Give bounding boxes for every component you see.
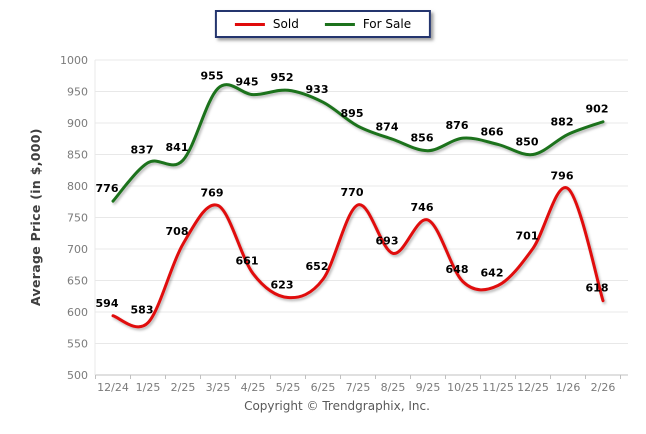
sold-data-labels: 594 583 708 769 661 623 652 770 693 746 648 642 701 7…: [96, 170, 609, 317]
legend-item-sold: Sold: [234, 17, 299, 31]
data-label: 746: [411, 201, 434, 214]
for-sale-line-swatch: [324, 22, 355, 26]
y-tick-label: 950: [67, 86, 88, 99]
x-tick-label: 12/25: [517, 381, 549, 394]
data-label: 648: [446, 263, 469, 276]
y-tick-label: 900: [67, 117, 88, 130]
y-tick-label: 850: [67, 149, 88, 162]
data-label: 952: [271, 71, 294, 84]
x-tick-label: 6/25: [311, 381, 336, 394]
data-label: 837: [131, 144, 154, 157]
data-label: 882: [551, 115, 574, 128]
legend-label-sold: Sold: [272, 17, 299, 31]
x-tick-label: 9/25: [416, 381, 441, 394]
x-tick-label: 3/25: [206, 381, 231, 394]
x-tick-label: 7/25: [346, 381, 371, 394]
x-tick-label: 1/26: [556, 381, 581, 394]
y-tick-label: 550: [67, 338, 88, 351]
y-tick-label: 500: [67, 369, 88, 382]
x-tick-label: 5/25: [276, 381, 301, 394]
data-label: 895: [341, 107, 364, 120]
data-label: 642: [481, 267, 504, 280]
for-sale-data-labels: 776 837 841 955 945 952 933 895 874 856 876 866 850 8…: [96, 69, 609, 195]
x-tick-label: 1/25: [136, 381, 161, 394]
data-label: 708: [166, 225, 189, 238]
x-tick-label: 8/25: [381, 381, 406, 394]
data-label: 661: [236, 255, 259, 268]
data-label: 693: [376, 234, 399, 247]
data-label: 850: [516, 136, 539, 149]
x-tick-label: 10/25: [447, 381, 479, 394]
data-label: 955: [201, 69, 224, 82]
sold-line-swatch: [234, 22, 265, 26]
data-label: 583: [131, 304, 154, 317]
y-tick-labels: 500 550 600 650 700 750 800 850 900 950 1000: [60, 54, 88, 382]
data-label: 796: [551, 170, 574, 183]
y-tick-label: 700: [67, 243, 88, 256]
y-tick-label: 800: [67, 180, 88, 193]
y-tick-label: 1000: [60, 54, 88, 67]
sold-line: [111, 186, 605, 329]
data-label: 652: [306, 260, 329, 273]
data-label: 770: [341, 186, 364, 199]
data-label: 874: [376, 120, 399, 133]
chart-legend: Sold For Sale: [214, 10, 432, 38]
for-sale-line: [111, 83, 605, 203]
x-tick-label: 11/25: [482, 381, 514, 394]
copyright-text: Copyright © Trendgraphix, Inc.: [244, 399, 430, 413]
x-tick-label: 2/25: [171, 381, 196, 394]
legend-label-for-sale: For Sale: [362, 17, 412, 31]
x-tick-label: 12/24: [97, 381, 129, 394]
data-label: 876: [446, 119, 469, 132]
legend-item-for-sale: For Sale: [324, 17, 412, 31]
data-label: 945: [236, 76, 259, 89]
y-tick-label: 650: [67, 275, 88, 288]
y-tick-label: 750: [67, 212, 88, 225]
data-label: 933: [306, 83, 329, 96]
data-label: 594: [96, 297, 119, 310]
data-label: 701: [516, 229, 539, 242]
gridlines: [95, 59, 628, 376]
data-label: 618: [586, 282, 609, 295]
y-tick-label: 600: [67, 306, 88, 319]
data-label: 623: [271, 279, 294, 292]
data-label: 776: [96, 182, 119, 195]
x-tick-marks: [95, 375, 621, 379]
x-tick-label: 4/25: [241, 381, 266, 394]
data-label: 866: [481, 125, 504, 138]
data-label: 856: [411, 132, 434, 145]
x-tick-labels: 12/24 1/25 2/25 3/25 4/25 5/25 6/25 7/25 8/25 9/2…: [97, 381, 615, 394]
data-label: 841: [166, 141, 189, 154]
data-label: 769: [201, 187, 224, 200]
x-tick-label: 2/26: [591, 381, 616, 394]
data-label: 902: [586, 103, 609, 116]
